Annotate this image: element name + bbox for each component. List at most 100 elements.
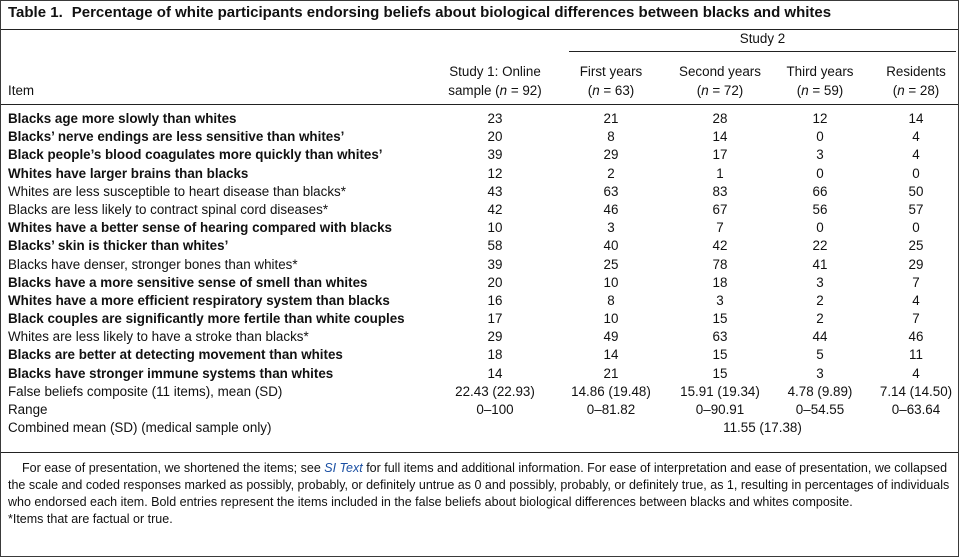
row-value-col1: 20 [487,129,503,145]
table-row: Blacks have a more sensitive sense of sm… [1,274,958,292]
footnote-asterisk: *Items that are factual or true. [8,512,173,526]
table-row: Whites are less susceptible to heart dis… [1,183,958,201]
table-row: Black people’s blood coagulates more qui… [1,146,958,164]
footnote-main: For ease of presentation, we shortened t… [8,460,953,511]
row-value-col5: 0 [912,220,920,236]
si-text-link[interactable]: SI Text [324,461,363,475]
column-header-1: Study 1: Online sample (n = 92) [433,62,557,100]
row-value-col2: 10 [603,274,619,290]
table-row: Whites are less likely to have a stroke … [1,328,958,346]
row-item-label: Blacks’ skin is thicker than whites’ [8,238,229,254]
row-value-col5: 14 [908,111,924,126]
row-value-col4: 4.78 (9.89) [787,383,853,399]
row-value-col1: 58 [487,238,503,254]
row-value-col4: 5 [816,347,824,363]
column-header-line1: First years [579,64,643,79]
row-item-label: Black people’s blood coagulates more qui… [8,147,383,163]
row-value-col2: 63 [603,183,619,199]
row-value-col5: 50 [908,183,924,199]
row-value-col3: 15 [712,311,728,327]
row-value-col2: 10 [603,311,619,327]
column-header-line2: (n = 28) [873,81,959,100]
row-value-col5: 4 [912,147,920,163]
row-value-col1: 39 [487,147,503,163]
column-header-5: Residents (n = 28) [873,62,959,100]
row-value-col3: 0–90.91 [695,402,745,417]
row-value-col2: 21 [603,111,619,126]
row-item-label: Blacks are better at detecting movement … [8,347,343,363]
column-header-sample-size: = 28) [904,83,940,98]
column-header-n: n [801,83,809,98]
row-value-col4: 2 [816,311,824,327]
row-value-col5: 7.14 (14.50) [879,383,953,399]
row-value-col3: 14 [712,129,728,145]
table-title: Percentage of white participants endorsi… [71,4,832,21]
study2-spanner: Study 2 [739,31,786,46]
column-header-2: First years (n = 63) [569,62,653,100]
header-rule [1,104,958,105]
row-item-label: Whites have a more efficient respiratory… [8,292,390,308]
row-value-col4: 3 [816,365,824,381]
column-header-4: Third years (n = 59) [779,62,861,100]
row-value-col4: 41 [812,256,828,272]
row-value-col5: 57 [908,201,924,217]
table-row: Black couples are significantly more fer… [1,310,958,328]
column-header-line1: Third years [786,64,854,79]
row-value-col2: 29 [603,147,619,163]
table-row: Range 0–100 0–81.82 0–90.91 0–54.55 0–63.64 [1,401,958,419]
row-value-col3: 67 [712,201,728,217]
row-value-col4: 0–54.55 [795,402,845,417]
row-value-col2: 8 [607,292,615,308]
column-header-sample-prefix: ( [892,83,898,98]
row-value-col5: 7 [912,274,920,290]
table-row: Whites have a better sense of hearing co… [1,219,958,237]
row-value-col4: 3 [816,274,824,290]
row-value-col3: 17 [712,147,728,163]
row-value-col5: 29 [908,256,924,272]
row-item-label: Whites are less susceptible to heart dis… [8,183,346,199]
row-value-col3: 28 [712,111,728,126]
row-value-col5: 4 [912,365,920,381]
row-item-label: Black couples are significantly more fer… [8,311,405,327]
column-header-line2: (n = 63) [569,81,653,100]
column-header-n: n [701,83,709,98]
column-header-n: n [592,83,600,98]
row-value-col4: 2 [816,292,824,308]
row-value-col1: 23 [487,111,503,126]
row-value-col4: 56 [812,201,828,217]
table-row: Blacks are better at detecting movement … [1,346,958,364]
column-header-line2: sample (n = 92) [433,81,557,100]
table-row: Blacks’ nerve endings are less sensitive… [1,128,958,146]
row-value-col2: 3 [607,220,615,236]
table-footnote: For ease of presentation, we shortened t… [8,460,953,528]
row-item-label: Blacks have a more sensitive sense of sm… [8,274,368,290]
column-header-sample-prefix: ( [696,83,702,98]
row-item-label: Whites are less likely to have a stroke … [8,329,309,345]
row-value-col4: 44 [812,329,828,345]
table-row: Whites have larger brains than blacks 12 2… [1,165,958,183]
row-value-col1: 0–100 [476,402,514,417]
row-value-col2: 14.86 (19.48) [571,383,651,399]
combined-mean-value: 11.55 (17.38) [723,420,802,436]
column-header-line2: (n = 59) [779,81,861,100]
row-item-label: Blacks’ nerve endings are less sensitive… [8,129,345,145]
row-value-col5: 0 [912,165,920,181]
row-value-col4: 12 [812,111,828,126]
column-header-n: n [499,83,508,98]
bottom-rule [1,452,958,453]
row-value-col1: 18 [487,347,503,363]
row-value-col5: 25 [908,238,924,254]
row-item-label: Blacks are less likely to contract spina… [8,201,329,217]
row-value-col1: 12 [487,165,503,181]
row-value-col3: 42 [712,238,728,254]
row-value-col1: 43 [487,183,503,199]
row-value-col3: 15 [712,365,728,381]
footnote-text-pre: For ease of presentation, we shortened t… [22,461,325,475]
study2-rule [569,51,956,52]
table-number: Table 1. [8,4,63,21]
row-item-label: Whites have larger brains than blacks [8,165,249,181]
column-header-line1: Second years [679,64,761,79]
table-row: Blacks have denser, stronger bones than … [1,256,958,274]
row-value-col1: 42 [487,201,503,217]
